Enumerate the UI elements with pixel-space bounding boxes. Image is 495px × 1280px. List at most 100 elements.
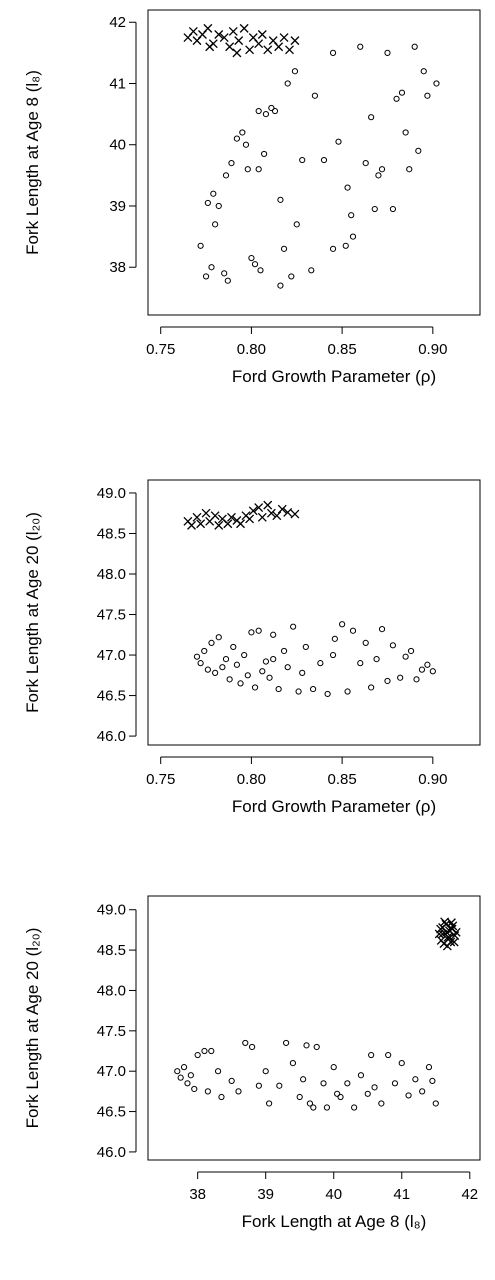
cross-point [285,45,294,55]
circle-point [268,104,275,112]
y-tick-label: 46.5 [97,1104,126,1121]
cross-point [248,506,258,516]
y-tick-label: 47.0 [97,647,126,664]
circle-point [293,221,300,228]
cross-point [245,514,255,524]
cross-point [266,508,276,518]
circle-point [270,631,277,638]
x-tick-label: 39 [257,1186,274,1203]
circle-point [187,1072,194,1079]
circle-point [378,1100,385,1107]
cross-point [214,520,224,530]
x-tick-label: 0.80 [237,771,266,788]
circle-point [351,1104,358,1111]
circle-point [406,166,413,173]
y-tick-label: 46.0 [97,728,126,745]
y-tick-label: 48.5 [97,525,126,542]
circle-point [311,92,319,99]
circle-point [373,655,380,663]
circle-point [222,655,230,663]
circle-point [248,629,255,636]
circle-point [398,1060,405,1067]
circle-point [262,111,270,118]
circle-point [177,1074,184,1081]
x-tick-label: 0.80 [237,341,266,358]
circle-point [212,669,219,676]
circle-point [241,651,248,659]
circle-point [344,1080,351,1087]
y-tick-label: 47.5 [97,607,126,624]
circle-point [433,80,440,87]
circle-point [398,89,406,96]
circle-point [280,647,288,655]
circle-point [362,160,369,167]
x-tick-label: 0.75 [146,771,175,788]
cross-point [263,45,273,55]
circle-point [334,1090,341,1097]
circle-point [397,674,404,681]
circle-point [362,639,369,646]
circle-point [266,674,273,681]
circle-point [276,1082,283,1089]
y-tick-label: 48.0 [97,566,126,583]
circle-point [191,1085,198,1093]
circle-point [283,1039,290,1047]
cross-point [254,503,264,513]
circle-point [237,680,244,687]
circle-point [335,138,342,145]
circle-point [424,92,431,99]
cross-point [290,509,300,519]
y-tick-label: 38 [109,259,126,276]
circle-point [208,1047,215,1055]
cross-point [236,519,245,529]
circle-point [300,1076,307,1083]
cross-point [210,511,220,521]
cross-point [223,519,233,529]
cross-point [214,30,224,39]
cross-point [436,924,446,934]
circle-point [291,68,299,75]
circle-point [378,166,386,173]
circle-point [320,156,328,164]
circle-point [242,141,250,148]
circle-point [323,1104,331,1111]
circle-point [432,1100,439,1107]
circle-point [402,653,409,660]
x-tick-label: 0.90 [418,341,447,358]
circle-point [371,1084,378,1091]
circle-point [212,221,219,228]
circle-point [415,147,422,154]
cross-point [245,45,255,55]
plot-frame [147,9,481,316]
circle-point [320,1080,327,1087]
cross-point [219,33,229,43]
cross-point [232,48,242,58]
x-axis-label: Ford Growth Parameter (ρ) [232,797,436,816]
x-tick-label: 40 [325,1186,342,1203]
x-axis-label: Fork Length at Age 8 (l₈) [242,1212,427,1231]
cross-point [279,33,289,43]
circle-point [271,107,279,115]
cross-point [188,26,198,36]
x-tick-label: 41 [393,1186,410,1203]
cross-point [201,508,211,518]
circle-point [342,242,349,249]
circle-point [389,205,397,213]
cross-point [257,512,267,522]
circle-point [204,666,211,673]
circle-point [224,277,231,284]
circle-point [303,1042,310,1049]
circle-point [368,1051,375,1059]
circle-point [384,49,391,56]
circle-point [288,273,295,280]
cross-point [239,23,249,33]
circle-point [420,68,427,75]
circle-point [296,1093,303,1101]
circle-point [411,43,418,50]
plot-frame [147,895,481,1161]
circle-point [337,1093,344,1101]
circle-point [221,270,228,277]
y-axis-label: Fork Length at Age 20 (l₂₀) [23,512,42,713]
circle-point [299,669,306,676]
